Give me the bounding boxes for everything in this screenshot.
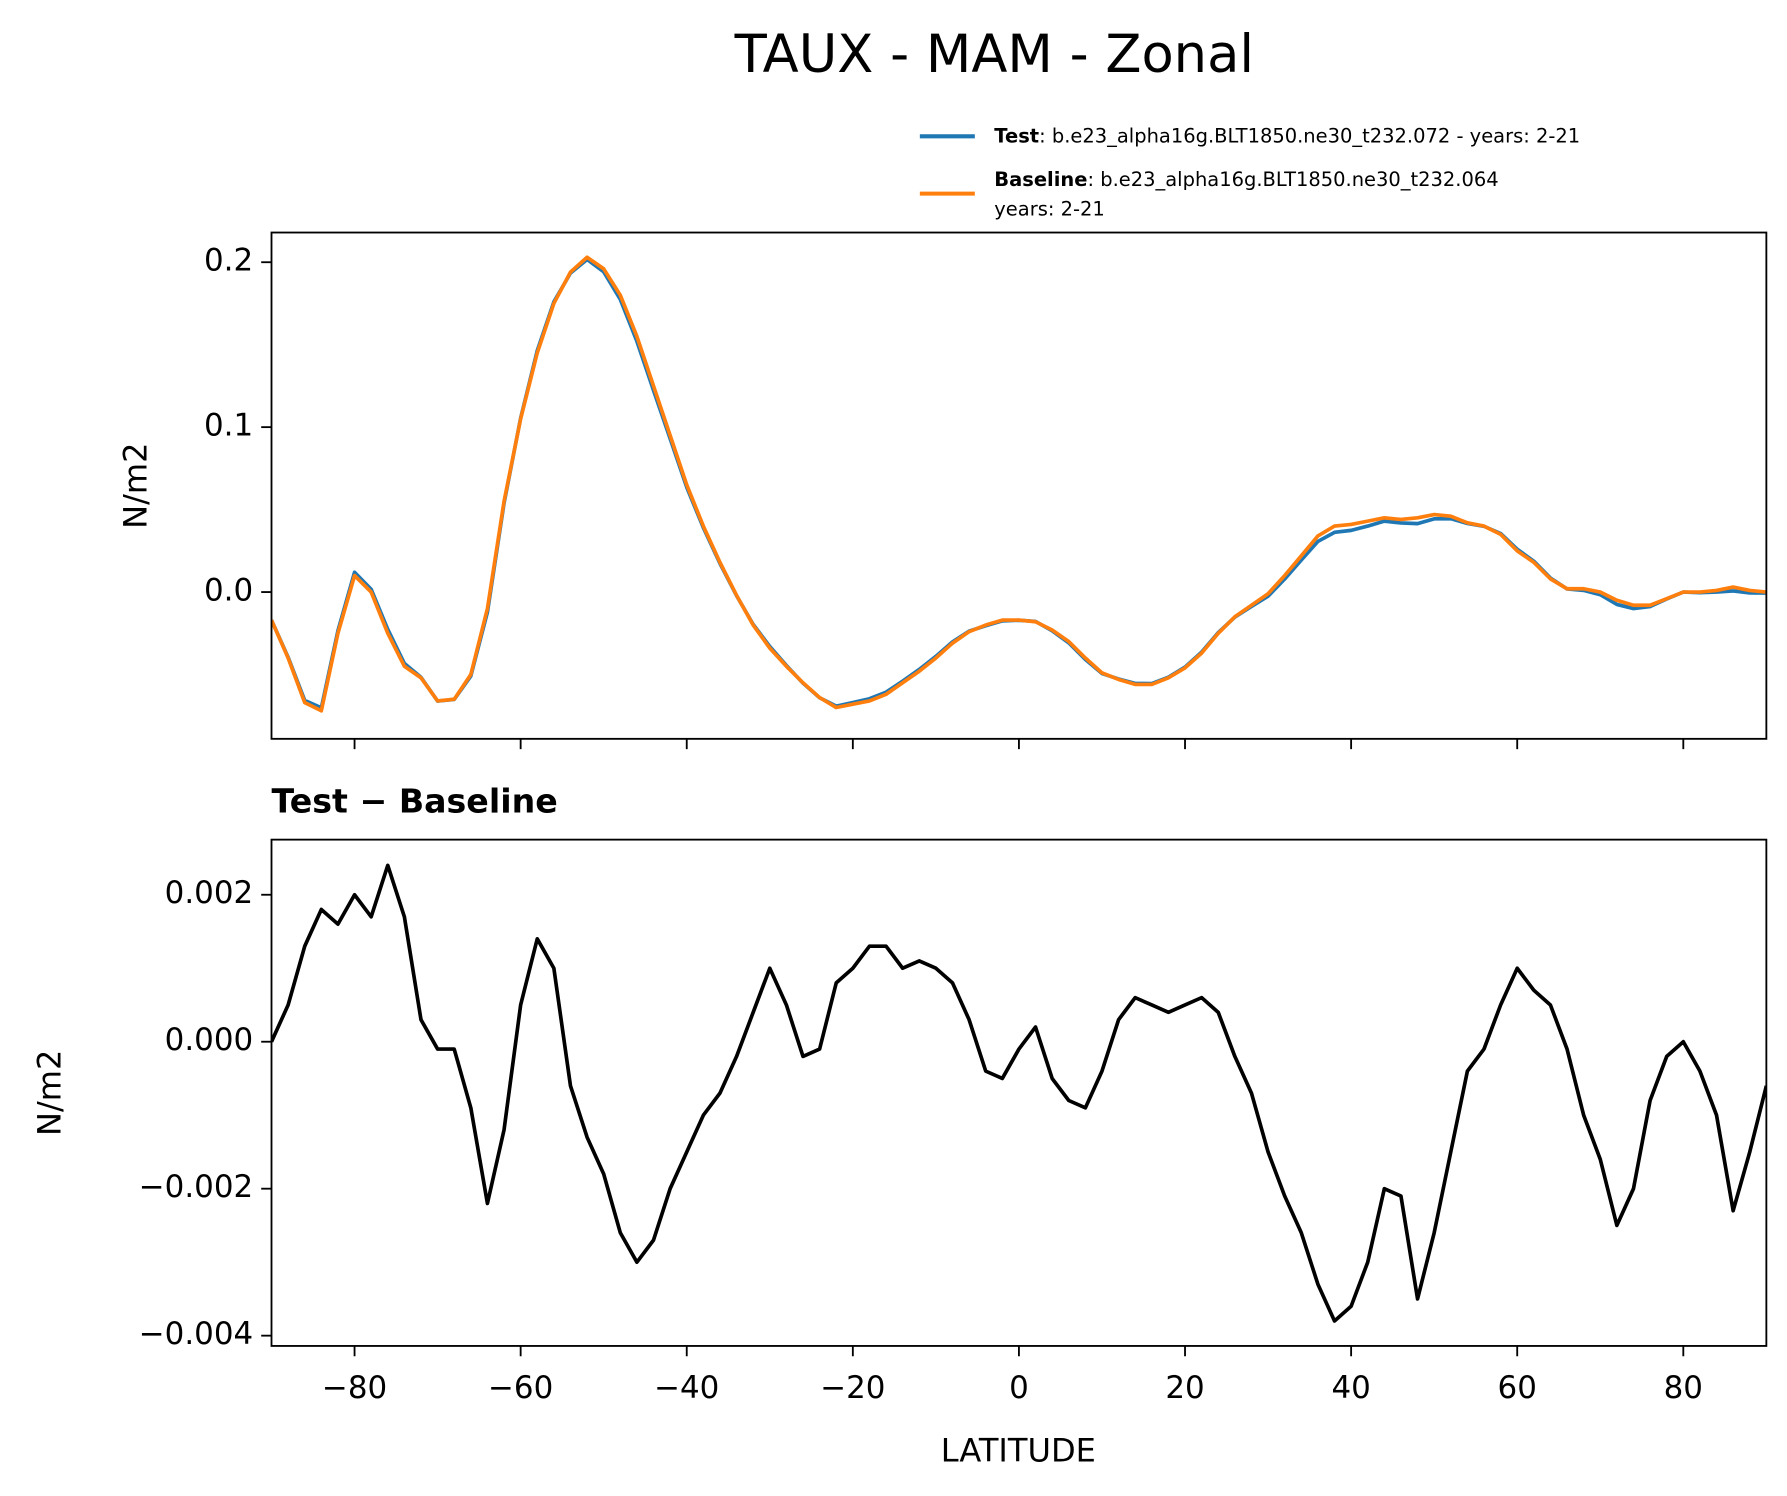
y-tick-label: 0.002 [165, 875, 253, 911]
y-tick-label: 0.2 [204, 243, 253, 279]
data-line [271, 863, 1767, 1323]
y-tick-label: −0.004 [139, 1316, 253, 1352]
x-tick-label: −40 [654, 1370, 719, 1406]
y-tick-label: 0.1 [204, 408, 253, 444]
plot-frame [270, 838, 1768, 1347]
x-tick-label: −20 [820, 1370, 885, 1406]
legend-text: : b.e23_alpha16g.BLT1850.ne30_t232.064 [1087, 167, 1498, 190]
x-tick-label: −60 [488, 1370, 553, 1406]
legend-name: Baseline [994, 167, 1087, 190]
x-tick-label: 80 [1664, 1370, 1703, 1406]
chart-title: TAUX - MAM - Zonal [734, 24, 1254, 85]
legend-label: years: 2-21 [994, 197, 1105, 220]
y-tick-label: 0.000 [165, 1022, 253, 1058]
x-tick-label: 60 [1498, 1370, 1537, 1406]
x-tick-label: 0 [1009, 1370, 1029, 1406]
y-tick-label: −0.002 [139, 1169, 253, 1205]
y-axis-label: N/m2 [31, 1050, 69, 1136]
y-axis-label: N/m2 [116, 442, 154, 528]
y-tick-label: 0.0 [204, 573, 253, 609]
x-tick-label: 20 [1165, 1370, 1204, 1406]
x-tick-label: −80 [322, 1370, 387, 1406]
x-tick-label: 40 [1331, 1370, 1370, 1406]
legend-text: : b.e23_alpha16g.BLT1850.ne30_t232.072 -… [1039, 124, 1580, 147]
legend-label: Test: b.e23_alpha16g.BLT1850.ne30_t232.0… [994, 124, 1580, 147]
legend-label: Baseline: b.e23_alpha16g.BLT1850.ne30_t2… [994, 167, 1498, 190]
plot-frame [270, 231, 1768, 740]
legend-text: years: 2-21 [994, 197, 1105, 220]
subplot-title: Test − Baseline [272, 781, 558, 820]
x-axis-label: LATITUDE [941, 1431, 1096, 1469]
data-line [271, 255, 1767, 713]
legend-name: Test [994, 124, 1039, 147]
data-line [271, 257, 1767, 710]
